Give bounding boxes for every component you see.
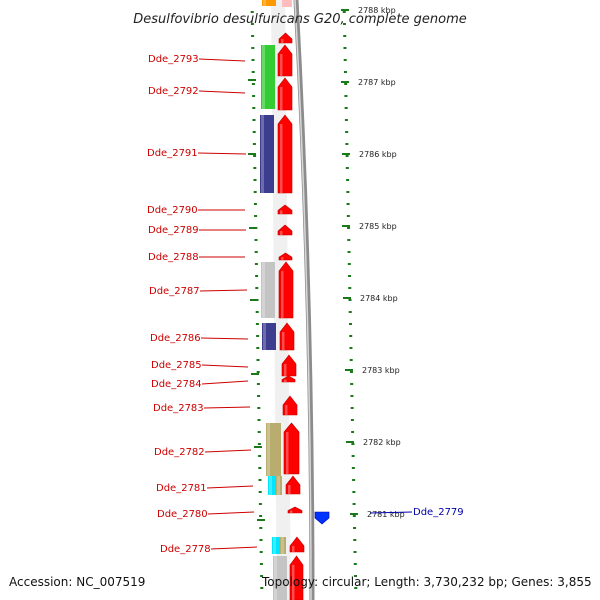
gene-arrow-shine xyxy=(282,332,285,350)
category-block-shine xyxy=(263,0,266,6)
gene-label-leader xyxy=(210,546,258,550)
gene-label-leader xyxy=(206,485,254,489)
gene-label[interactable]: Dde_2788 xyxy=(148,252,199,263)
category-block-shine xyxy=(277,476,280,495)
gene-arrow-shine xyxy=(288,485,291,494)
category-block-indigo xyxy=(260,115,274,193)
gene-label[interactable]: Dde_2784 xyxy=(151,379,202,390)
gene-label-leader xyxy=(369,511,413,514)
category-block-shine xyxy=(262,262,265,318)
topology-text: Topology: circular; Length: 3,730,232 bp… xyxy=(261,575,592,589)
gene-arrow-shine xyxy=(285,405,288,415)
category-block-shine xyxy=(269,476,272,495)
forward-gene-arrow[interactable] xyxy=(282,0,292,7)
gene-label-layer: Dde_2793 Dde_2792 Dde_2791 Dde_2790 Dde_2789… xyxy=(147,54,464,555)
category-block-cyan xyxy=(272,537,280,554)
gene-label[interactable]: Dde_2781 xyxy=(156,483,207,494)
gene-arrow-shine xyxy=(280,54,283,76)
gene-label-leader xyxy=(199,289,248,292)
gene-arrow-shine xyxy=(280,210,283,214)
gene-arrow-shine xyxy=(284,379,287,382)
category-block-shine xyxy=(267,423,270,476)
gene-label-leader xyxy=(200,337,249,340)
gene-label-leader xyxy=(197,152,247,155)
gene-arrow-shine xyxy=(280,231,283,235)
tick-layer: 2788 kbp 2787 kbp 2786 kbp 2785 kbp 2784 kbp… xyxy=(248,6,405,589)
category-block-green xyxy=(261,45,275,109)
gene-arrow-shine xyxy=(290,510,293,513)
gene-arrow-shine xyxy=(281,257,284,260)
gene-label[interactable]: Dde_2793 xyxy=(148,54,199,65)
gene-label-leader xyxy=(201,380,249,385)
gene-label[interactable]: Dde_2787 xyxy=(149,286,200,297)
feature-layer xyxy=(260,0,287,600)
gene-label-leader xyxy=(201,364,249,368)
gene-label-leader xyxy=(198,58,246,62)
gene-arrow-shine xyxy=(280,124,283,193)
gene-label[interactable]: Dde_2778 xyxy=(160,544,211,555)
category-block-shine xyxy=(273,537,276,554)
gene-arrow-shine xyxy=(292,546,295,552)
gene-label[interactable]: Dde_2780 xyxy=(157,509,208,520)
category-block-cyan xyxy=(268,476,276,495)
gene-label[interactable]: Dde_2786 xyxy=(150,333,201,344)
gene-label[interactable]: Dde_2785 xyxy=(151,360,202,371)
category-block-khaki xyxy=(266,423,281,476)
gene-label[interactable]: Dde_2783 xyxy=(153,403,204,414)
map-title: Desulfovibrio desulfuricans G20, complet… xyxy=(133,12,467,27)
gene-label[interactable]: Dde_2791 xyxy=(147,148,198,159)
gene-label[interactable]: Dde_2779 xyxy=(413,507,464,518)
category-block-grey xyxy=(261,262,275,318)
scale-tick-label: 2787 kbp xyxy=(358,78,396,87)
gene-label-leader xyxy=(198,90,246,94)
scale-tick-label: 2783 kbp xyxy=(362,366,400,375)
accession-text: Accession: NC_007519 xyxy=(9,575,145,589)
scale-tick-label: 2781 kbp xyxy=(367,510,405,519)
gene-arrow-shine xyxy=(292,565,295,600)
category-block-shine xyxy=(261,115,264,193)
genome-backbone-highlight xyxy=(294,0,312,600)
gene-layer xyxy=(277,0,330,600)
category-block-indigo xyxy=(262,323,276,350)
category-block-shine xyxy=(281,537,284,554)
scale-tick-label: 2785 kbp xyxy=(359,222,397,231)
gene-label[interactable]: Dde_2782 xyxy=(154,447,205,458)
category-block-shine xyxy=(262,45,265,109)
scale-tick-label: 2788 kbp xyxy=(358,6,396,15)
genome-backbone xyxy=(293,0,315,600)
gene-arrow-shine xyxy=(280,87,283,110)
category-block-khaki xyxy=(276,476,282,495)
category-block-shine xyxy=(274,556,277,600)
category-block-orange xyxy=(262,0,276,6)
gene-arrow-shine xyxy=(286,432,289,474)
category-block-shine xyxy=(263,323,266,350)
category-block-khaki xyxy=(280,537,286,554)
gene-label-leader xyxy=(207,511,255,515)
scale-tick-label: 2782 kbp xyxy=(363,438,401,447)
gene-label[interactable]: Dde_2790 xyxy=(147,205,198,216)
scale-tick-label: 2784 kbp xyxy=(360,294,398,303)
reverse-gene-arrow[interactable] xyxy=(314,511,330,525)
gene-arrow-shine xyxy=(281,271,284,318)
gene-label-leader xyxy=(204,449,252,453)
scale-tick-label: 2786 kbp xyxy=(359,150,397,159)
category-block-grey xyxy=(273,556,287,600)
gene-arrow-shine xyxy=(281,39,284,43)
gene-label[interactable]: Dde_2792 xyxy=(148,86,199,97)
gene-label[interactable]: Dde_2789 xyxy=(148,225,199,236)
gene-label-leader xyxy=(203,406,251,409)
gene-arrow-shine xyxy=(284,364,287,376)
